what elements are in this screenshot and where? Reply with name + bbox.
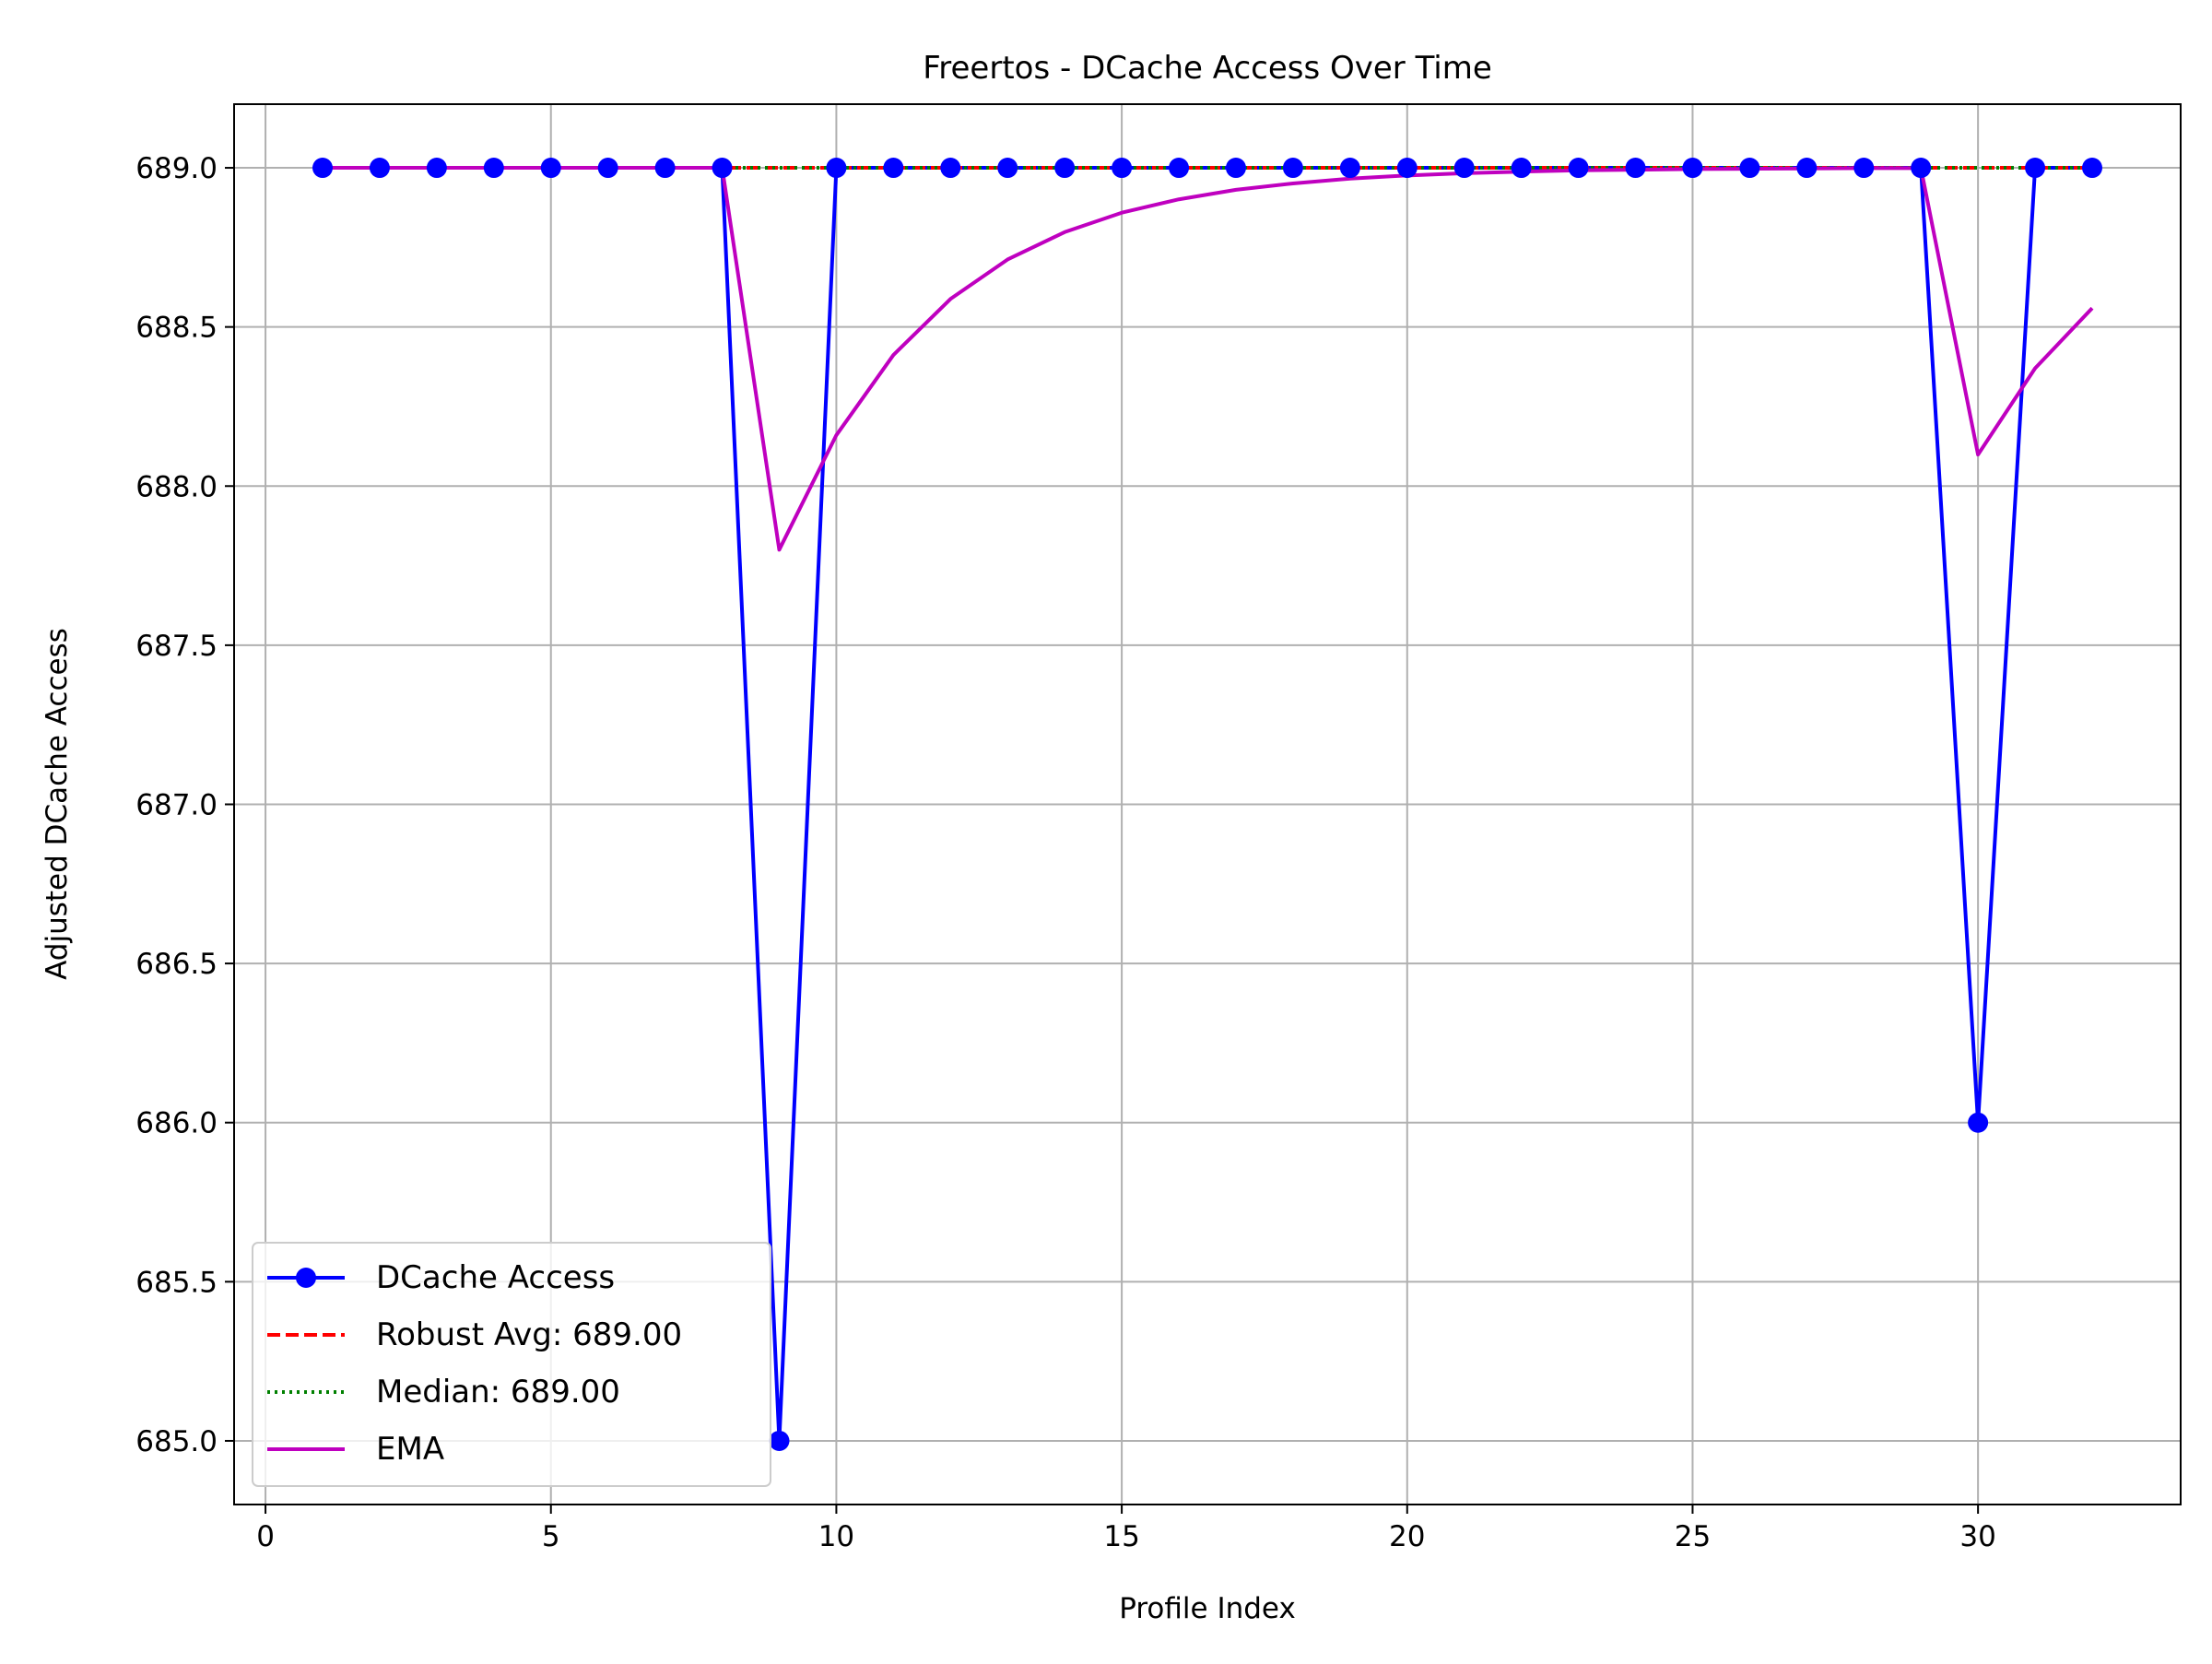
data-point xyxy=(2025,158,2046,179)
data-point xyxy=(426,158,447,179)
data-point xyxy=(1568,158,1589,179)
data-point xyxy=(997,158,1018,179)
legend-label: EMA xyxy=(376,1431,444,1468)
data-point xyxy=(883,158,904,179)
data-point xyxy=(483,158,504,179)
data-point xyxy=(1625,158,1646,179)
y-tick-label: 686.0 xyxy=(135,1107,218,1140)
data-point xyxy=(769,1430,790,1451)
data-point xyxy=(1968,1112,1989,1133)
data-point xyxy=(540,158,561,179)
y-tick-label: 685.0 xyxy=(135,1425,218,1458)
y-tick-label: 686.5 xyxy=(135,948,218,981)
data-point xyxy=(1796,158,1818,179)
x-tick-label: 20 xyxy=(1389,1520,1425,1553)
series-layer xyxy=(312,158,2102,1451)
data-point xyxy=(1396,158,1418,179)
x-tick-label: 25 xyxy=(1675,1520,1711,1553)
data-point xyxy=(1682,158,1703,179)
x-tick-label: 10 xyxy=(818,1520,854,1553)
data-point xyxy=(1911,158,1932,179)
chart-title: Freertos - DCache Access Over Time xyxy=(923,50,1492,87)
y-tick-label: 687.0 xyxy=(135,789,218,822)
legend-label: Robust Avg: 689.00 xyxy=(376,1316,682,1353)
data-point xyxy=(312,158,333,179)
x-tick-label: 0 xyxy=(256,1520,275,1553)
legend-label: DCache Access xyxy=(376,1259,615,1296)
data-point xyxy=(2082,158,2102,179)
x-axis-label: Profile Index xyxy=(1119,1592,1296,1625)
data-point xyxy=(940,158,961,179)
legend-box xyxy=(252,1242,771,1487)
x-tick-label: 15 xyxy=(1103,1520,1139,1553)
y-tick-label: 688.5 xyxy=(135,312,218,345)
data-point xyxy=(1112,158,1133,179)
data-point xyxy=(1054,158,1076,179)
legend: DCache Access Robust Avg: 689.00 Median: 6… xyxy=(252,1242,771,1487)
legend-label: Median: 689.00 xyxy=(376,1374,620,1410)
data-point xyxy=(1169,158,1190,179)
data-point xyxy=(826,158,847,179)
data-point xyxy=(597,158,618,179)
data-point xyxy=(1739,158,1760,179)
data-point xyxy=(1853,158,1875,179)
y-tick-label: 688.0 xyxy=(135,470,218,503)
x-tick-label: 30 xyxy=(1959,1520,1995,1553)
axis-ticks: 0 5 10 15 20 25 30 685.0 685.5 686.0 686.5 687.0 687… xyxy=(135,152,1996,1553)
y-tick-label: 687.5 xyxy=(135,630,218,663)
y-tick-label: 689.0 xyxy=(135,152,218,185)
data-point xyxy=(712,158,733,179)
data-point xyxy=(1339,158,1360,179)
data-point xyxy=(654,158,676,179)
y-tick-label: 685.5 xyxy=(135,1266,218,1299)
data-point xyxy=(1282,158,1303,179)
data-point xyxy=(1511,158,1532,179)
data-point xyxy=(1225,158,1246,179)
y-axis-label: Adjusted DCache Access xyxy=(41,628,74,980)
data-point xyxy=(369,158,390,179)
x-tick-label: 5 xyxy=(542,1520,560,1553)
data-point xyxy=(1453,158,1475,179)
legend-marker xyxy=(296,1268,316,1288)
